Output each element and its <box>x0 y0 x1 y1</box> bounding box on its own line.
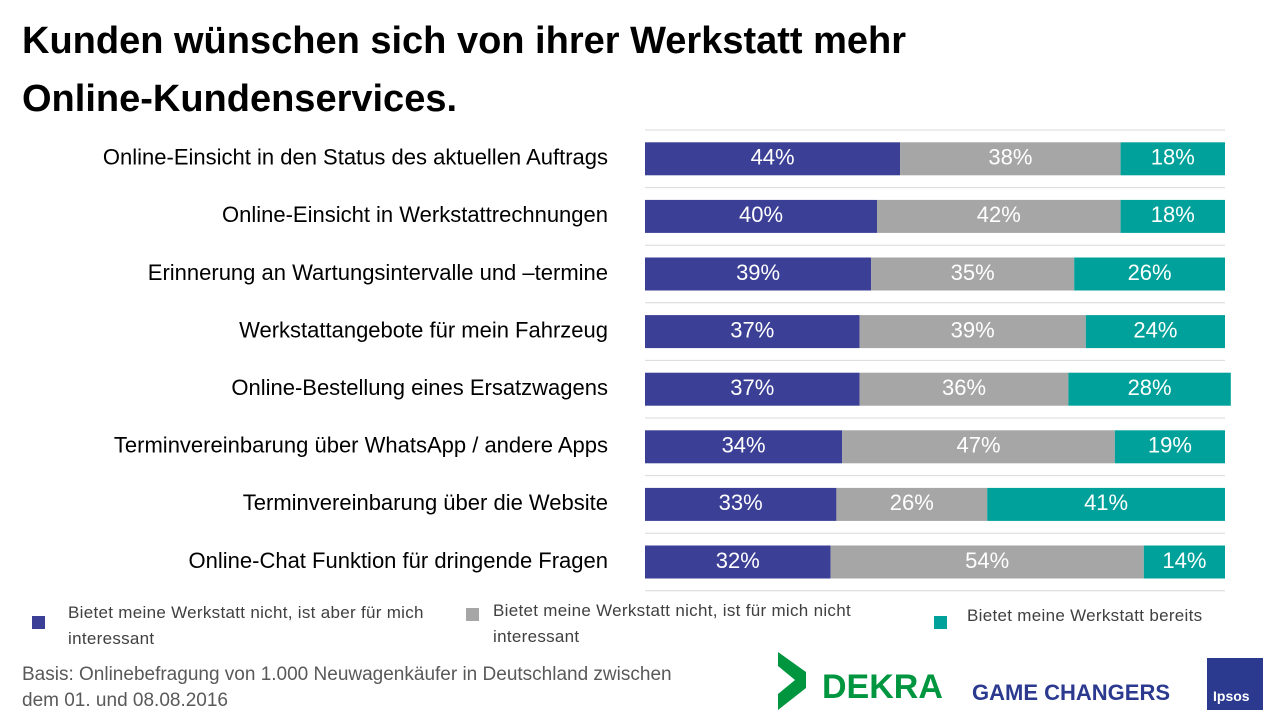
value-label: 33% <box>719 490 763 515</box>
bar-segment <box>645 315 860 349</box>
bar-segment <box>1085 315 1225 349</box>
value-label: 37% <box>730 317 774 342</box>
bar-segment <box>830 545 1144 579</box>
value-label: 39% <box>736 260 780 285</box>
value-label: 28% <box>1128 375 1172 400</box>
value-label: 39% <box>951 317 995 342</box>
legend-swatch <box>934 616 947 629</box>
category-label: Erinnerung an Wartungsintervalle und –te… <box>148 260 608 285</box>
value-label: 38% <box>988 145 1032 170</box>
bar-segment <box>645 142 901 176</box>
bar-segment <box>645 372 860 406</box>
value-label: 34% <box>722 433 766 458</box>
bar-segment <box>1143 545 1225 579</box>
value-label: 40% <box>739 202 783 227</box>
legend-swatch <box>466 608 479 621</box>
bar-segment <box>645 199 877 233</box>
value-label: 26% <box>890 490 934 515</box>
category-label: Online-Bestellung eines Ersatzwagens <box>231 375 608 400</box>
bar-segment <box>900 142 1121 176</box>
legend-swatch <box>32 616 45 629</box>
value-label: 36% <box>942 375 986 400</box>
legend-label: Bietet meine Werkstatt bereits <box>967 606 1203 625</box>
value-label: 26% <box>1128 260 1172 285</box>
bar-segment <box>877 199 1121 233</box>
value-label: 32% <box>716 548 760 573</box>
bar-segment <box>1074 257 1225 291</box>
logo-game-changers: GAME CHANGERS <box>972 680 1171 705</box>
bar-segment <box>859 315 1086 349</box>
bar-segment <box>842 430 1115 464</box>
value-label: 37% <box>730 375 774 400</box>
bar-segment <box>1120 142 1225 176</box>
bar-segment <box>645 430 843 464</box>
logo-dekra: DEKRA <box>822 668 943 706</box>
bar-segment <box>1068 372 1231 406</box>
value-label: 41% <box>1084 490 1128 515</box>
bar-segment <box>836 487 988 521</box>
bar-segment <box>987 487 1225 521</box>
category-label: Werkstattangebote für mein Fahrzeug <box>239 317 608 342</box>
value-label: 24% <box>1133 317 1177 342</box>
value-label: 35% <box>951 260 995 285</box>
category-label: Online-Einsicht in den Status des aktuel… <box>103 145 608 170</box>
category-label: Online-Chat Funktion für dringende Frage… <box>189 548 608 573</box>
value-label: 18% <box>1151 145 1195 170</box>
category-label: Terminvereinbarung über die Website <box>243 490 608 515</box>
value-label: 14% <box>1162 548 1206 573</box>
value-label: 47% <box>956 433 1000 458</box>
bar-segment <box>859 372 1069 406</box>
footnote: Basis: Onlinebefragung von 1.000 Neuwage… <box>22 664 672 711</box>
value-label: 54% <box>965 548 1009 573</box>
value-label: 42% <box>977 202 1021 227</box>
bar-segment <box>645 257 872 291</box>
logo-ipsos: Ipsos <box>1213 688 1250 704</box>
chart-title: Kunden wünschen sich von ihrer Werkstatt… <box>22 20 907 120</box>
bar-segment <box>1120 199 1225 233</box>
bar-segment <box>871 257 1075 291</box>
legend-label: Bietet meine Werkstatt nicht, ist aber f… <box>68 603 424 648</box>
value-label: 18% <box>1151 202 1195 227</box>
category-label: Online-Einsicht in Werkstattrechnungen <box>222 202 608 227</box>
bar-segment <box>645 487 837 521</box>
bar-segment <box>645 545 831 579</box>
value-label: 19% <box>1148 433 1192 458</box>
legend-label: Bietet meine Werkstatt nicht, ist für mi… <box>493 601 851 646</box>
category-label: Terminvereinbarung über WhatsApp / ander… <box>114 433 608 458</box>
value-label: 44% <box>751 145 795 170</box>
bar-segment <box>1114 430 1225 464</box>
